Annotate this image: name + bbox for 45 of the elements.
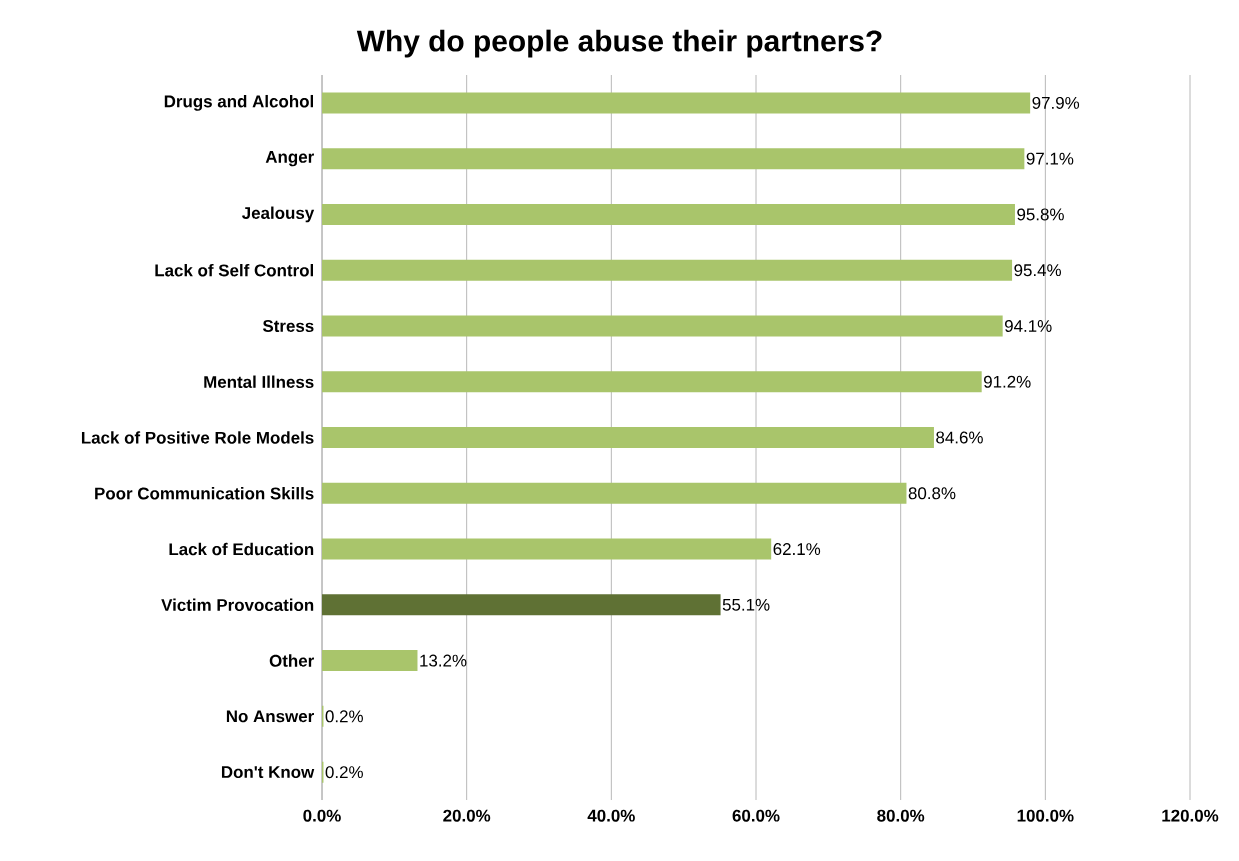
- y-tick-label: No Answer: [226, 710, 314, 723]
- bar: [322, 538, 772, 560]
- data-label: 0.2%: [325, 710, 363, 723]
- y-tick-label: Lack of Positive Role Models: [81, 431, 314, 444]
- x-tick-label: 100.0%: [1017, 809, 1074, 822]
- data-label: 97.1%: [1026, 152, 1074, 165]
- bar: [322, 259, 1013, 281]
- bar: [322, 371, 982, 393]
- data-label: 95.4%: [1014, 264, 1061, 277]
- x-tick-label: 60.0%: [732, 809, 780, 822]
- y-tick-label: Lack of Education: [169, 542, 314, 556]
- bar: [322, 482, 907, 504]
- bar: [322, 203, 1015, 225]
- data-label: 13.2%: [420, 654, 467, 667]
- bar: [322, 650, 418, 672]
- data-label: 95.8%: [1017, 208, 1064, 221]
- data-label: 55.1%: [722, 598, 770, 611]
- bar: [322, 427, 934, 448]
- x-tick-label: 20.0%: [443, 809, 491, 822]
- x-tick-label: 0.0%: [303, 809, 341, 822]
- bar: [322, 92, 1031, 114]
- data-label: 91.2%: [984, 375, 1031, 388]
- data-label: 97.9%: [1032, 96, 1080, 109]
- data-label: 62.1%: [773, 543, 821, 556]
- y-tick-label: Anger: [265, 151, 314, 167]
- y-tick-label: Poor Communication Skills: [95, 487, 314, 500]
- bar: [322, 315, 1003, 337]
- y-tick-label: Don't Know: [221, 766, 315, 779]
- x-tick-label: 80.0%: [877, 809, 925, 822]
- data-label: 84.6%: [936, 431, 983, 444]
- data-label: 94.1%: [1004, 319, 1052, 332]
- y-tick-label: Lack of Self Control: [155, 263, 314, 277]
- x-tick-label: 120.0%: [1162, 809, 1219, 822]
- y-tick-label: Other: [269, 654, 314, 667]
- y-tick-label: Victim Provocation: [161, 598, 314, 612]
- bar: [322, 594, 721, 616]
- data-label: 80.8%: [908, 487, 956, 500]
- y-tick-label: Stress: [262, 319, 314, 332]
- chart-title: Why do people abuse their partners?: [356, 29, 882, 58]
- data-label: 0.2%: [325, 766, 363, 779]
- y-tick-label: Jealousy: [241, 206, 315, 223]
- x-tick-label: 40.0%: [587, 809, 635, 822]
- bar: [322, 148, 1025, 170]
- y-tick-label: Drugs and Alcohol: [164, 94, 314, 111]
- y-tick-label: Mental Illness: [204, 375, 314, 388]
